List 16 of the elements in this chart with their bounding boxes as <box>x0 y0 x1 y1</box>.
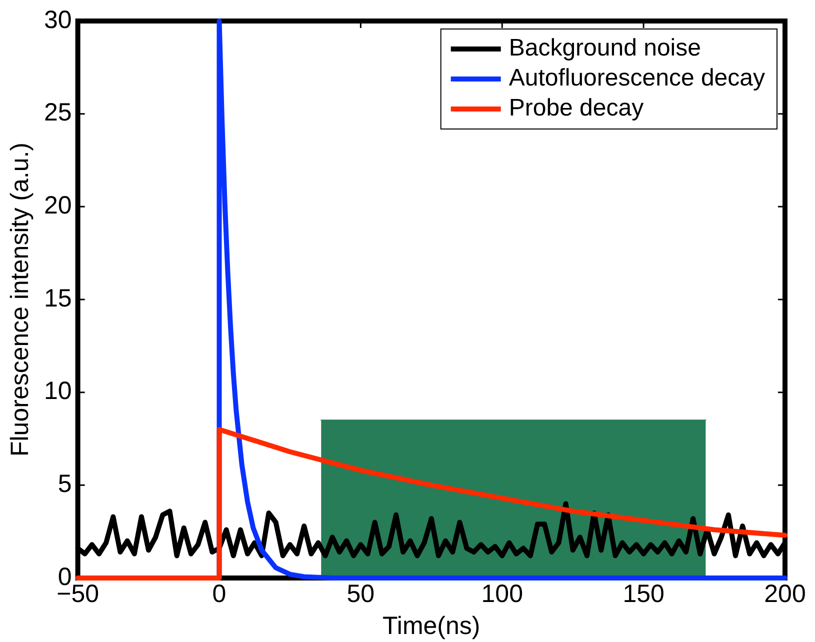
x-tick-label: 200 <box>764 580 806 608</box>
legend-label: Background noise <box>508 34 701 62</box>
x-axis-title: Time(ns) <box>382 612 480 640</box>
y-tick-label: 15 <box>44 284 72 312</box>
y-tick-label: 20 <box>44 192 72 220</box>
y-tick-label: 5 <box>58 470 72 498</box>
y-tick-label: 10 <box>44 377 72 406</box>
legend-label: Probe decay <box>508 94 644 122</box>
x-tick-label: 100 <box>481 580 523 608</box>
legend-label: Autofluorescence decay <box>508 64 766 92</box>
y-tick-label: 25 <box>44 98 72 127</box>
y-axis-title: Fluorescence intensity (a.u.) <box>6 142 34 457</box>
y-tick-label: 30 <box>44 6 72 34</box>
x-tick-label: 150 <box>622 580 664 608</box>
x-tick-label: 50 <box>346 580 375 608</box>
x-tick-label: 0 <box>212 580 226 608</box>
